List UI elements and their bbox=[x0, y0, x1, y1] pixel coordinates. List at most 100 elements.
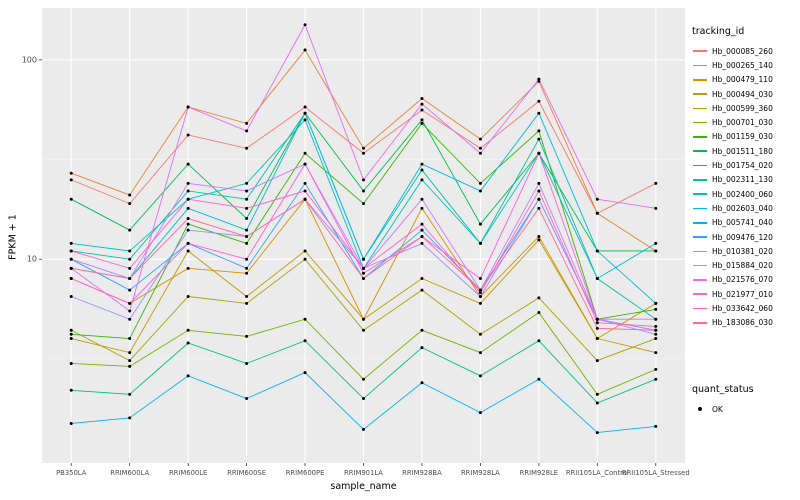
data-point bbox=[420, 96, 424, 100]
data-point bbox=[654, 424, 658, 428]
data-point bbox=[537, 197, 541, 201]
data-point bbox=[245, 181, 249, 185]
data-point bbox=[478, 189, 482, 193]
data-point bbox=[420, 277, 424, 281]
data-point bbox=[420, 102, 424, 106]
legend-items: Hb_000085_260 Hb_000265_140 Hb_000479_110 H… bbox=[692, 44, 798, 330]
data-point bbox=[128, 351, 132, 355]
legend-item-label: Hb_000494_030 bbox=[712, 89, 773, 99]
data-point bbox=[245, 294, 249, 298]
data-point bbox=[537, 339, 541, 343]
data-point bbox=[478, 411, 482, 415]
data-point bbox=[69, 421, 73, 425]
data-point bbox=[69, 197, 73, 201]
data-point bbox=[128, 359, 132, 363]
quant-legend-item: OK bbox=[692, 402, 798, 416]
x-tick-label: RRIM600LE bbox=[169, 469, 207, 477]
data-point bbox=[478, 288, 482, 292]
data-point bbox=[537, 129, 541, 133]
data-point bbox=[69, 178, 73, 182]
x-tick-label: RRIM901LA bbox=[344, 469, 383, 477]
data-point bbox=[303, 48, 307, 52]
data-point bbox=[478, 374, 482, 378]
legend-item: Hb_000479_110 bbox=[692, 73, 798, 87]
y-tick-label: 10 bbox=[27, 255, 37, 264]
data-point bbox=[128, 249, 132, 253]
legend-key-line-icon bbox=[692, 289, 708, 299]
legend-key-line-icon bbox=[692, 261, 708, 271]
data-point bbox=[420, 118, 424, 122]
legend-item: Hb_002400_060 bbox=[692, 187, 798, 201]
data-point bbox=[245, 234, 249, 238]
legend-item: Hb_010381_020 bbox=[692, 244, 798, 258]
data-point bbox=[654, 332, 658, 336]
data-point bbox=[362, 151, 365, 155]
data-point bbox=[478, 137, 482, 141]
data-point bbox=[537, 311, 541, 315]
x-tick-label: RRIM928LA bbox=[461, 469, 500, 477]
data-point bbox=[420, 108, 424, 112]
data-point bbox=[654, 206, 658, 210]
legend-item-label: Hb_002603_040 bbox=[712, 203, 773, 213]
data-point bbox=[362, 146, 365, 150]
data-point bbox=[478, 332, 482, 336]
data-point bbox=[128, 266, 132, 270]
data-point bbox=[362, 328, 365, 332]
data-point bbox=[245, 146, 249, 150]
data-point bbox=[595, 326, 599, 330]
data-point bbox=[186, 217, 190, 221]
data-point bbox=[303, 371, 307, 375]
data-point bbox=[362, 427, 365, 431]
legend-item: Hb_183086_030 bbox=[692, 316, 798, 330]
legend-item-label: Hb_009476_120 bbox=[712, 232, 773, 242]
legend-item-label: Hb_010381_020 bbox=[712, 246, 773, 256]
legend-item-label: Hb_000479_110 bbox=[712, 75, 773, 85]
data-point bbox=[537, 79, 541, 83]
data-point bbox=[303, 189, 307, 193]
data-point bbox=[128, 202, 132, 206]
data-point bbox=[69, 241, 73, 245]
legend-item: Hb_015884_020 bbox=[692, 258, 798, 272]
data-point bbox=[69, 328, 73, 332]
data-point bbox=[69, 277, 73, 281]
data-point bbox=[537, 151, 541, 155]
data-point bbox=[420, 178, 424, 182]
x-axis-title: sample_name bbox=[330, 481, 397, 492]
data-point bbox=[537, 181, 541, 185]
legend-key-line-icon bbox=[692, 46, 708, 56]
data-point bbox=[128, 416, 132, 420]
data-point bbox=[595, 317, 599, 321]
legend-key-line-icon bbox=[692, 175, 708, 185]
data-point bbox=[303, 162, 307, 166]
data-point bbox=[245, 257, 249, 261]
legend-item: Hb_005741_040 bbox=[692, 216, 798, 230]
data-point bbox=[128, 317, 132, 321]
legend-key-line-icon bbox=[692, 118, 708, 128]
data-point bbox=[362, 377, 365, 381]
data-point bbox=[186, 206, 190, 210]
data-point bbox=[303, 105, 307, 109]
legend-item-label: Hb_000701_030 bbox=[712, 118, 773, 128]
data-point bbox=[595, 401, 599, 405]
data-point bbox=[420, 234, 424, 238]
legend-key-line-icon bbox=[692, 189, 708, 199]
data-point bbox=[654, 307, 658, 311]
data-point bbox=[595, 431, 599, 435]
legend-key-line-icon bbox=[692, 161, 708, 171]
data-point bbox=[420, 162, 424, 166]
legend-key-line-icon bbox=[692, 146, 708, 156]
data-point bbox=[362, 317, 365, 321]
data-point bbox=[245, 301, 249, 305]
legend-key-line-icon bbox=[692, 275, 708, 285]
data-point bbox=[595, 277, 599, 281]
legend-item: Hb_000599_360 bbox=[692, 101, 798, 115]
legend-key-point-icon bbox=[692, 404, 708, 414]
data-point bbox=[595, 197, 599, 201]
data-point bbox=[186, 328, 190, 332]
legend-item: Hb_021576_070 bbox=[692, 273, 798, 287]
data-point bbox=[362, 277, 365, 281]
data-point bbox=[303, 317, 307, 321]
legend-item: Hb_000701_030 bbox=[692, 115, 798, 129]
legend-item: Hb_001159_030 bbox=[692, 130, 798, 144]
